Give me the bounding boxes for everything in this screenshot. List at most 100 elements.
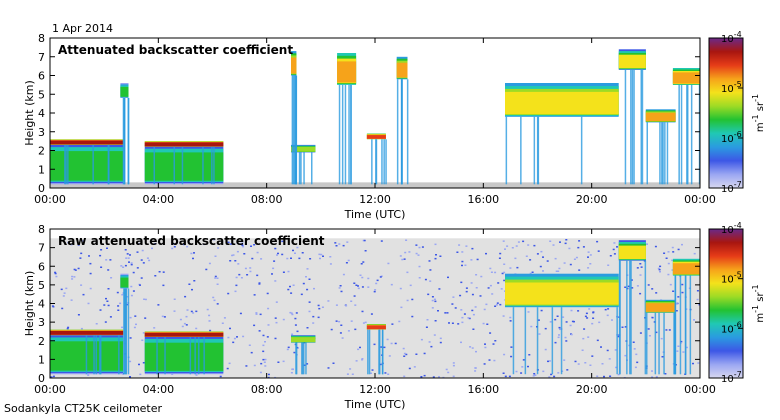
- noise-speck: [290, 257, 292, 259]
- noise-speck: [274, 280, 277, 282]
- noise-speck: [214, 255, 217, 257]
- streak: [659, 122, 661, 185]
- noise-speck: [359, 346, 361, 349]
- feature-mid-level-cloud: [505, 83, 619, 185]
- noise-speck: [409, 284, 412, 287]
- noise-speck: [613, 253, 616, 255]
- noise-speck: [65, 287, 68, 290]
- noise-speck: [363, 239, 366, 242]
- noise-speck: [427, 293, 430, 296]
- streak: [338, 84, 341, 185]
- noise-speck: [153, 327, 156, 329]
- noise-speck: [471, 293, 474, 296]
- noise-speck: [320, 253, 323, 256]
- noise-speck: [451, 303, 454, 305]
- noise-speck: [119, 302, 122, 305]
- noise-speck: [294, 252, 296, 254]
- noise-speck: [500, 288, 503, 290]
- feature-band: [50, 151, 124, 181]
- noise-speck: [202, 243, 205, 246]
- noise-speck: [494, 271, 497, 274]
- noise-speck: [362, 322, 365, 324]
- panel-title: Attenuated backscatter coefficient: [58, 43, 293, 57]
- streak: [181, 146, 184, 185]
- feature-mid-level-cloud: [505, 273, 619, 375]
- noise-speck: [489, 284, 492, 287]
- noise-speck: [173, 298, 176, 300]
- noise-speck: [658, 268, 661, 271]
- noise-speck: [549, 240, 552, 242]
- noise-speck: [617, 335, 620, 338]
- noise-speck: [655, 292, 658, 294]
- noise-speck: [318, 307, 321, 310]
- noise-speck: [255, 312, 258, 314]
- noise-speck: [244, 267, 247, 270]
- noise-speck: [135, 323, 137, 326]
- noise-speck: [671, 269, 674, 271]
- colorbar-tick-label: 10-6: [721, 320, 742, 335]
- noise-speck: [669, 283, 672, 286]
- noise-speck: [141, 249, 144, 252]
- noise-speck: [362, 261, 365, 263]
- noise-speck: [651, 370, 653, 372]
- noise-speck: [294, 324, 297, 326]
- colorbar-tick-label: 10-4: [721, 30, 742, 45]
- noise-speck: [105, 259, 108, 261]
- noise-speck: [564, 242, 567, 245]
- noise-speck: [431, 299, 434, 302]
- noise-speck: [140, 259, 143, 261]
- noise-speck: [373, 290, 376, 293]
- noise-speck: [614, 349, 617, 351]
- noise-speck: [291, 313, 294, 316]
- noise-speck: [472, 313, 475, 316]
- noise-speck: [447, 276, 449, 279]
- noise-speck: [161, 315, 164, 318]
- noise-speck: [510, 355, 513, 358]
- noise-speck: [82, 293, 85, 296]
- noise-speck: [371, 369, 374, 371]
- noise-speck: [630, 279, 633, 281]
- noise-speck: [511, 247, 514, 249]
- heatmap-area: [50, 38, 700, 188]
- noise-speck: [635, 353, 638, 356]
- streak: [641, 69, 644, 185]
- noise-speck: [317, 304, 320, 307]
- noise-speck: [676, 350, 679, 352]
- noise-speck: [671, 246, 674, 249]
- noise-speck: [195, 327, 198, 330]
- colorbar-unit: m-1 sr-1: [750, 284, 766, 322]
- streak: [344, 84, 347, 185]
- noise-speck: [434, 257, 437, 260]
- noise-speck: [573, 258, 576, 260]
- noise-speck: [375, 282, 378, 285]
- feature-band: [396, 62, 408, 78]
- noise-speck: [148, 259, 151, 262]
- streak: [350, 84, 352, 185]
- colorbar-gradient: [708, 37, 744, 189]
- noise-speck: [136, 267, 139, 269]
- noise-speck: [272, 267, 275, 270]
- noise-speck: [415, 244, 418, 246]
- noise-speck: [480, 275, 483, 278]
- noise-speck: [555, 270, 558, 272]
- noise-speck: [399, 255, 402, 257]
- noise-speck: [364, 250, 367, 252]
- noise-speck: [289, 285, 291, 288]
- feature-band: [120, 86, 129, 97]
- noise-speck: [287, 270, 290, 273]
- noise-speck: [542, 270, 544, 272]
- noise-speck: [262, 358, 265, 361]
- noise-speck: [657, 267, 660, 270]
- noise-speck: [604, 308, 607, 311]
- noise-speck: [423, 374, 426, 377]
- noise-speck: [452, 296, 455, 298]
- noise-speck: [332, 362, 335, 364]
- noise-speck: [212, 296, 215, 299]
- noise-speck: [327, 300, 330, 302]
- feature-boundary-layer-aerosol: [144, 331, 224, 375]
- noise-speck: [376, 279, 379, 282]
- noise-speck: [463, 313, 466, 315]
- noise-speck: [312, 322, 315, 324]
- noise-speck: [577, 310, 580, 312]
- noise-speck: [542, 256, 544, 258]
